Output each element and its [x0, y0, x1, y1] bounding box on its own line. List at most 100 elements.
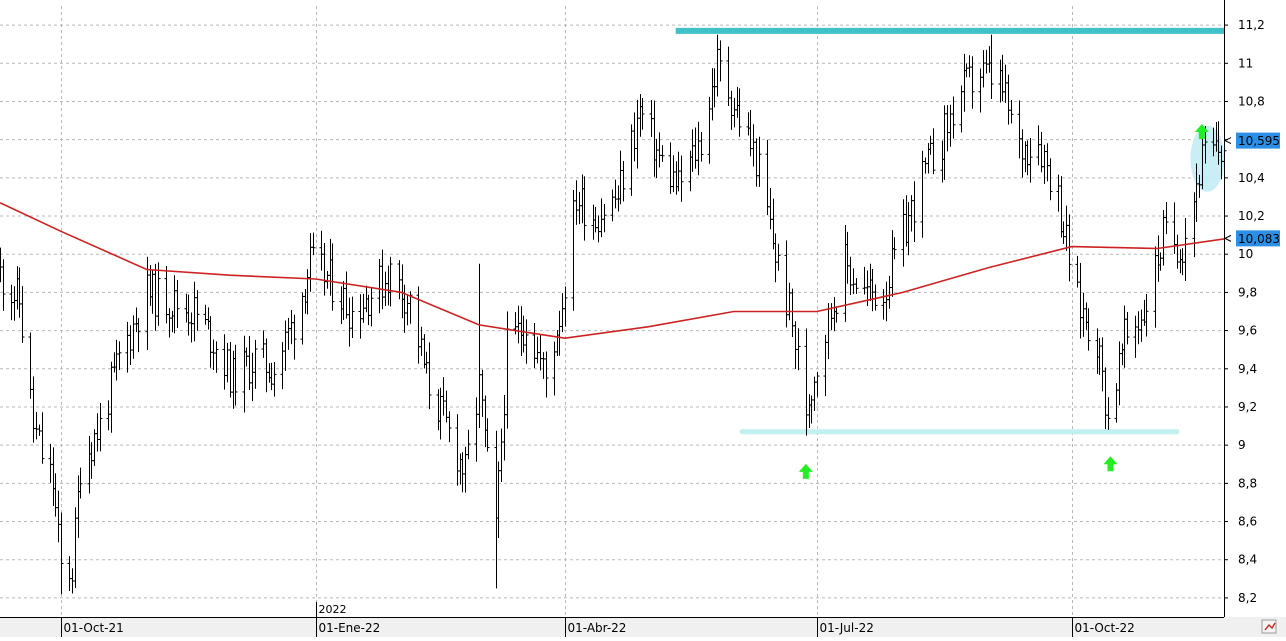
ohlc-bar: [20, 286, 25, 343]
ohlc-bar: [253, 339, 258, 389]
ohlc-bar: [737, 88, 742, 137]
y-tick-label: 11: [1238, 56, 1253, 70]
x-tick-label: 01-Jul-22: [820, 621, 874, 635]
ohlc-bar: [485, 418, 490, 452]
y-tick-label: 11,2: [1238, 18, 1265, 32]
x-tick-label: 01-Oct-22: [1075, 621, 1135, 635]
ohlc-bar: [1086, 308, 1091, 351]
ohlc-bar: [233, 344, 238, 406]
ohlc-bar: [1028, 138, 1033, 183]
ohlc-bar: [1183, 218, 1188, 281]
y-tick-label: 9,4: [1238, 362, 1257, 376]
price-tag-label: 10,083: [1238, 232, 1280, 246]
ohlc-bar: [640, 97, 645, 130]
ohlc-bar: [912, 181, 917, 243]
ohlc-bar: [40, 412, 45, 464]
ohlc-bar: [78, 467, 83, 499]
y-tick-label: 8,2: [1238, 591, 1257, 605]
ohlc-bar: [602, 204, 607, 233]
corner-icon[interactable]: [1261, 619, 1277, 634]
ohlc-bar: [989, 34, 994, 100]
ohlc-bar: [427, 342, 432, 410]
ohlc-bar: [796, 328, 801, 371]
ohlc-bar: [582, 176, 587, 241]
ohlc-bar: [892, 237, 897, 260]
price-tag: 10,083: [1224, 230, 1280, 247]
ohlc-bar: [156, 262, 161, 326]
ohlc-bar: [621, 161, 626, 202]
ohlc-bar: [175, 279, 180, 328]
highlight-ellipse-layer: [1190, 125, 1225, 192]
y-tick-label: 10,2: [1238, 209, 1265, 223]
y-tick-label: 10,8: [1238, 94, 1265, 108]
price-tag-box: [1236, 230, 1280, 247]
ohlc-bar: [544, 351, 549, 398]
ohlc-bar: [757, 136, 762, 187]
ohlc-bar: [776, 243, 781, 271]
ohlc-bar: [369, 286, 374, 327]
ohlc-bar: [466, 429, 471, 460]
ohlc-bar: [292, 314, 297, 360]
year-label: 2022: [319, 603, 347, 616]
price-tag-pointer: [1224, 137, 1232, 145]
up-arrow-icon: [1194, 124, 1209, 140]
price-tag-pointer: [1224, 234, 1232, 242]
x-tick-label: 01-Abr-22: [568, 621, 627, 635]
ohlc-bar: [447, 411, 452, 443]
y-tick-label: 10: [1238, 247, 1253, 261]
ohlc-bar: [660, 145, 665, 162]
ohlc-bar: [117, 341, 122, 370]
ohlc-bar: [1125, 311, 1130, 345]
ohlc-bar: [272, 361, 277, 397]
ohlc-bar: [195, 290, 200, 331]
ohlc-bar: [388, 256, 393, 307]
ohlc-bar: [815, 371, 820, 397]
ohlc-bar: [1106, 397, 1111, 430]
y-tick-label: 9,8: [1238, 285, 1257, 299]
up-arrow-icon: [798, 463, 813, 479]
ohlc-bars: [0, 34, 1227, 595]
ohlc-bar: [951, 96, 956, 139]
ohlc-bar: [59, 512, 64, 595]
ohlc-bar: [311, 232, 316, 256]
price-tag-label: 10,595: [1238, 134, 1280, 148]
ohlc-bar: [931, 128, 936, 175]
y-tick-label: 8,8: [1238, 476, 1257, 490]
ohlc-bar: [136, 318, 141, 353]
highlight-ellipse: [1190, 125, 1225, 192]
ohlc-bar: [834, 306, 839, 323]
y-tick-label: 8,4: [1238, 553, 1257, 567]
ohlc-bar: [330, 243, 335, 311]
price-labels: 10,595 10,083: [1224, 132, 1280, 247]
ohlc-bar: [524, 319, 529, 364]
y-tick-label: 10,4: [1238, 171, 1265, 185]
ohlc-bar: [1, 259, 6, 311]
ohlc-bar: [699, 132, 704, 162]
y-tick-label: 9,6: [1238, 324, 1257, 338]
y-tick-label: 9,2: [1238, 400, 1257, 414]
ohlc-bar: [563, 286, 568, 327]
ohlc-bar: [350, 296, 355, 339]
ohlc-bar: [679, 155, 684, 202]
x-tick-label: 01-Ene-22: [319, 621, 381, 635]
ohlc-bar: [854, 278, 859, 294]
ohlc-bar: [873, 284, 878, 311]
ohlc-bar: [1164, 202, 1169, 235]
up-arrow-icon: [1103, 456, 1118, 472]
x-tick-label: 01-Oct-21: [64, 621, 124, 635]
arrow-markers: [798, 124, 1209, 479]
ohlc-bar: [214, 341, 219, 373]
moving-average-line: [0, 201, 1225, 340]
ohlc-bar: [970, 56, 975, 109]
price-tag-box: [1236, 132, 1280, 149]
moving-average-layer: [0, 201, 1225, 340]
y-tick-label: 9: [1238, 438, 1246, 452]
price-tag: 10,595: [1224, 132, 1280, 149]
ohlc-bar: [1048, 158, 1053, 201]
ohlc-bar: [1203, 126, 1208, 164]
ohlc-bar: [98, 403, 103, 452]
y-tick-label: 8,6: [1238, 515, 1257, 529]
